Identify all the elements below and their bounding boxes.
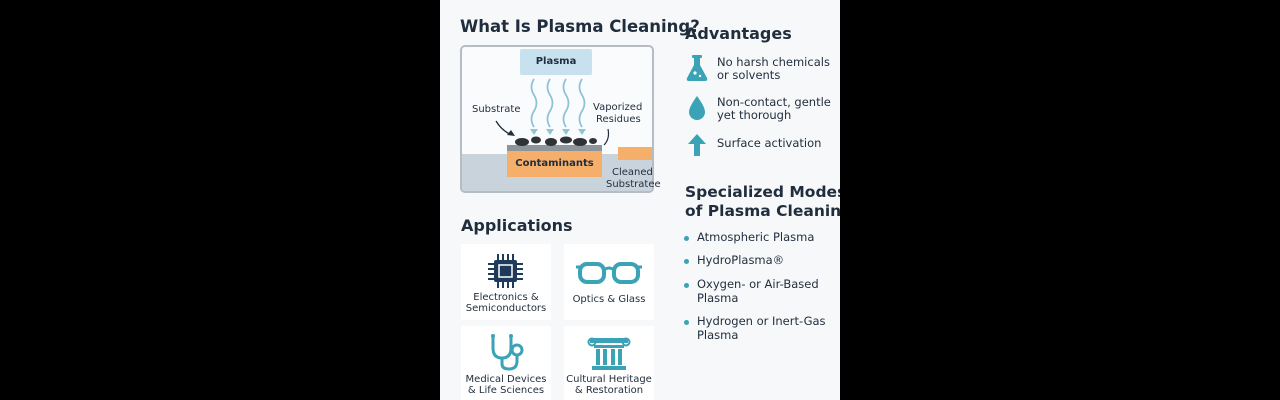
bullet-icon	[684, 236, 689, 241]
advantage-text: Non-contact, gentle	[717, 95, 831, 109]
stethoscope-icon	[491, 334, 524, 371]
infographic-panel: What Is Plasma Cleaning? Plasma	[440, 0, 840, 400]
application-label: & Restoration	[574, 385, 644, 396]
modes-title-line2: of Plasma Cleaning	[685, 202, 840, 220]
application-label: Electronics &	[473, 292, 539, 303]
plasma-cleaning-diagram: Plasma	[460, 45, 654, 193]
residue-film	[507, 145, 602, 153]
mode-label: Atmospheric Plasma	[697, 230, 815, 244]
chip-icon	[488, 254, 523, 288]
application-label: Cultural Heritage	[566, 374, 652, 385]
advantages-title: Advantages	[685, 24, 792, 43]
application-card-heritage: Cultural Heritage & Restoration	[564, 326, 654, 400]
application-label: & Life Sciences	[467, 385, 545, 396]
advantage-text: yet thorough	[717, 108, 792, 122]
modes-title-line1: Specialized Modes	[685, 183, 840, 201]
application-label: Semiconductors	[465, 303, 547, 314]
substratee-label: Substratee	[606, 179, 661, 190]
residues-label: Residues	[596, 114, 641, 125]
flask-icon	[686, 55, 708, 81]
advantage-text: or solvents	[717, 68, 781, 82]
glasses-icon	[576, 262, 642, 284]
bullet-icon	[684, 259, 689, 264]
mode-label: HydroPlasma®	[697, 253, 785, 267]
application-card-electronics: Electronics & Semiconductors	[461, 244, 551, 320]
application-label: Optics & Glass	[572, 294, 646, 305]
mode-label: Plasma	[697, 328, 739, 342]
column-icon	[587, 337, 631, 370]
applications-title: Applications	[461, 216, 573, 235]
substrate-label: Substrate	[472, 104, 521, 115]
advantage-text: Surface activation	[717, 136, 822, 150]
advantage-text: No harsh chemicals	[717, 55, 830, 69]
mode-label: Plasma	[697, 291, 739, 305]
droplet-icon	[689, 96, 705, 120]
plasma-box: Plasma	[520, 49, 592, 75]
contaminants-box: Contaminants	[507, 151, 602, 177]
mode-label: Oxygen- or Air-Based	[697, 277, 819, 291]
application-label: Medical Devices	[465, 374, 547, 385]
vaporized-label: Vaporized	[593, 102, 643, 113]
application-card-medical: Medical Devices & Life Sciences	[461, 326, 551, 400]
cleaned-substrate-box	[618, 147, 652, 160]
arrow-up-icon	[688, 134, 706, 156]
application-card-optics: Optics & Glass	[564, 244, 654, 320]
main-title: What Is Plasma Cleaning?	[460, 17, 700, 36]
contaminant-particles	[495, 120, 610, 146]
cleaned-label: Cleaned	[612, 167, 653, 178]
bullet-icon	[684, 283, 689, 288]
bullet-icon	[684, 320, 689, 325]
plasma-waves-icon	[530, 78, 586, 135]
mode-label: Hydrogen or Inert-Gas	[697, 314, 826, 328]
